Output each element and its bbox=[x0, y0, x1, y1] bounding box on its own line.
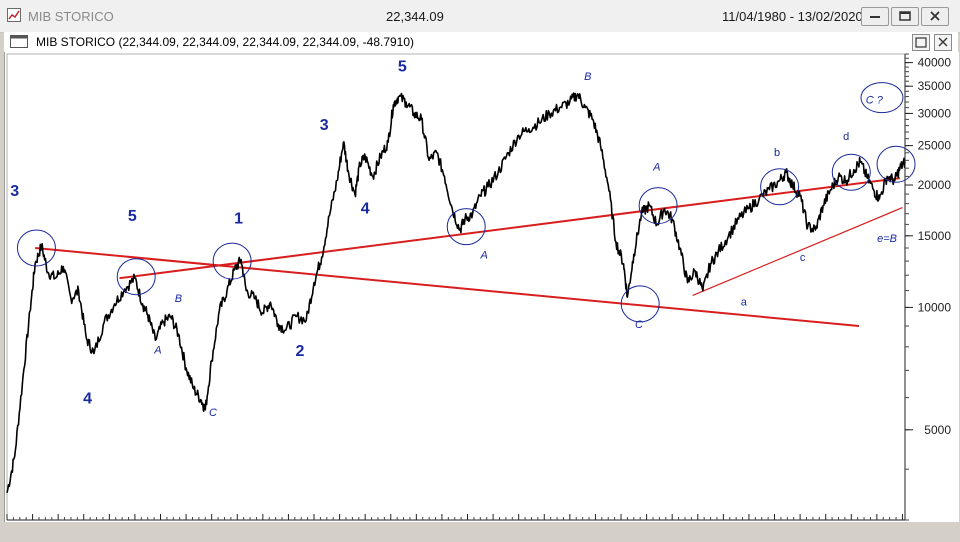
window-title: MIB STORICO bbox=[28, 9, 114, 24]
y-tick-label: 35000 bbox=[918, 79, 952, 93]
y-tick-label: 15000 bbox=[918, 229, 952, 243]
chart-panel-icon bbox=[10, 35, 28, 48]
close-button[interactable] bbox=[921, 7, 949, 26]
restore-icon bbox=[899, 11, 911, 21]
wave-label: 3 bbox=[320, 117, 329, 134]
y-tick-label: 30000 bbox=[918, 106, 952, 120]
y-tick-label: 5000 bbox=[924, 423, 951, 437]
marker-layer bbox=[16, 82, 916, 323]
date-range: 11/04/1980 - 13/02/2020 bbox=[722, 9, 863, 24]
price-chart[interactable]: 3 5 1 3 4 5 4 2 B B A C A A C C ? e=B b d c a 5000 10000 15000… bbox=[5, 52, 959, 522]
wave-label: c bbox=[800, 252, 806, 264]
y-tick-label: 10000 bbox=[918, 300, 952, 314]
wave-label: d bbox=[843, 131, 849, 143]
y-axis: 5000 10000 15000 20000 25000 30000 35000 40000 bbox=[904, 53, 952, 521]
wave-label: A bbox=[652, 162, 660, 174]
wave-label: 5 bbox=[398, 59, 407, 76]
wave-label: 1 bbox=[234, 210, 243, 227]
panel-close-icon bbox=[938, 37, 948, 47]
chart-area[interactable]: 3 5 1 3 4 5 4 2 B B A C A A C C ? e=B b d c a 5000 10000 15000… bbox=[4, 52, 959, 522]
panel-maximize-button[interactable] bbox=[912, 34, 930, 51]
trendline bbox=[35, 246, 860, 328]
y-tick-label: 25000 bbox=[918, 139, 952, 153]
trendline bbox=[692, 207, 903, 297]
wave-label: 4 bbox=[361, 201, 370, 218]
wave-label: e=B bbox=[877, 233, 897, 245]
highlight-ellipse bbox=[831, 153, 871, 191]
y-tick-label: 20000 bbox=[918, 178, 952, 192]
trendline bbox=[119, 177, 901, 280]
wave-label: a bbox=[741, 297, 748, 309]
wave-label: 4 bbox=[83, 391, 92, 408]
wave-label: 2 bbox=[295, 343, 304, 360]
maximize-icon bbox=[915, 37, 927, 48]
wave-label: B bbox=[175, 293, 182, 305]
panel-close-button[interactable] bbox=[934, 34, 952, 51]
wave-label: B bbox=[584, 71, 591, 83]
last-value: 22,344.09 bbox=[386, 9, 444, 24]
app-chart-icon bbox=[7, 8, 21, 22]
minimize-icon bbox=[870, 16, 880, 18]
highlight-ellipse bbox=[638, 187, 678, 225]
restore-button[interactable] bbox=[891, 7, 919, 26]
wave-label: 5 bbox=[128, 208, 137, 225]
price-series-line bbox=[6, 92, 906, 493]
window-titlebar: MIB STORICO 22,344.09 11/04/1980 - 13/02… bbox=[0, 0, 960, 33]
highlight-ellipse bbox=[116, 258, 156, 296]
highlight-ellipse bbox=[760, 168, 800, 206]
wave-label: 3 bbox=[10, 183, 19, 200]
highlight-ellipse bbox=[860, 82, 904, 114]
chart-header: MIB STORICO (22,344.09, 22,344.09, 22,34… bbox=[4, 32, 958, 53]
highlight-ellipse bbox=[876, 145, 916, 183]
wave-label: b bbox=[774, 147, 780, 159]
highlight-ellipse bbox=[620, 285, 660, 323]
wave-label: C bbox=[209, 407, 217, 419]
highlight-ellipse bbox=[446, 208, 486, 246]
wave-label-layer: 3 5 1 3 4 5 4 2 B B A C A A C C ? e=B b d c a bbox=[10, 59, 897, 420]
wave-label: A bbox=[479, 249, 487, 261]
wave-label: A bbox=[153, 345, 161, 357]
wave-label: C bbox=[635, 319, 643, 331]
y-tick-label: 40000 bbox=[918, 56, 952, 70]
wave-label: C ? bbox=[866, 95, 884, 107]
close-icon bbox=[930, 11, 940, 21]
trendline-layer bbox=[35, 177, 903, 328]
highlight-ellipse bbox=[16, 229, 56, 267]
minimize-button[interactable] bbox=[861, 7, 889, 26]
price-series-layer bbox=[6, 92, 906, 493]
highlight-ellipse bbox=[212, 242, 252, 280]
chart-header-text: MIB STORICO (22,344.09, 22,344.09, 22,34… bbox=[36, 35, 415, 49]
x-axis: 8586878889909192939495969798990001020304… bbox=[6, 514, 905, 521]
